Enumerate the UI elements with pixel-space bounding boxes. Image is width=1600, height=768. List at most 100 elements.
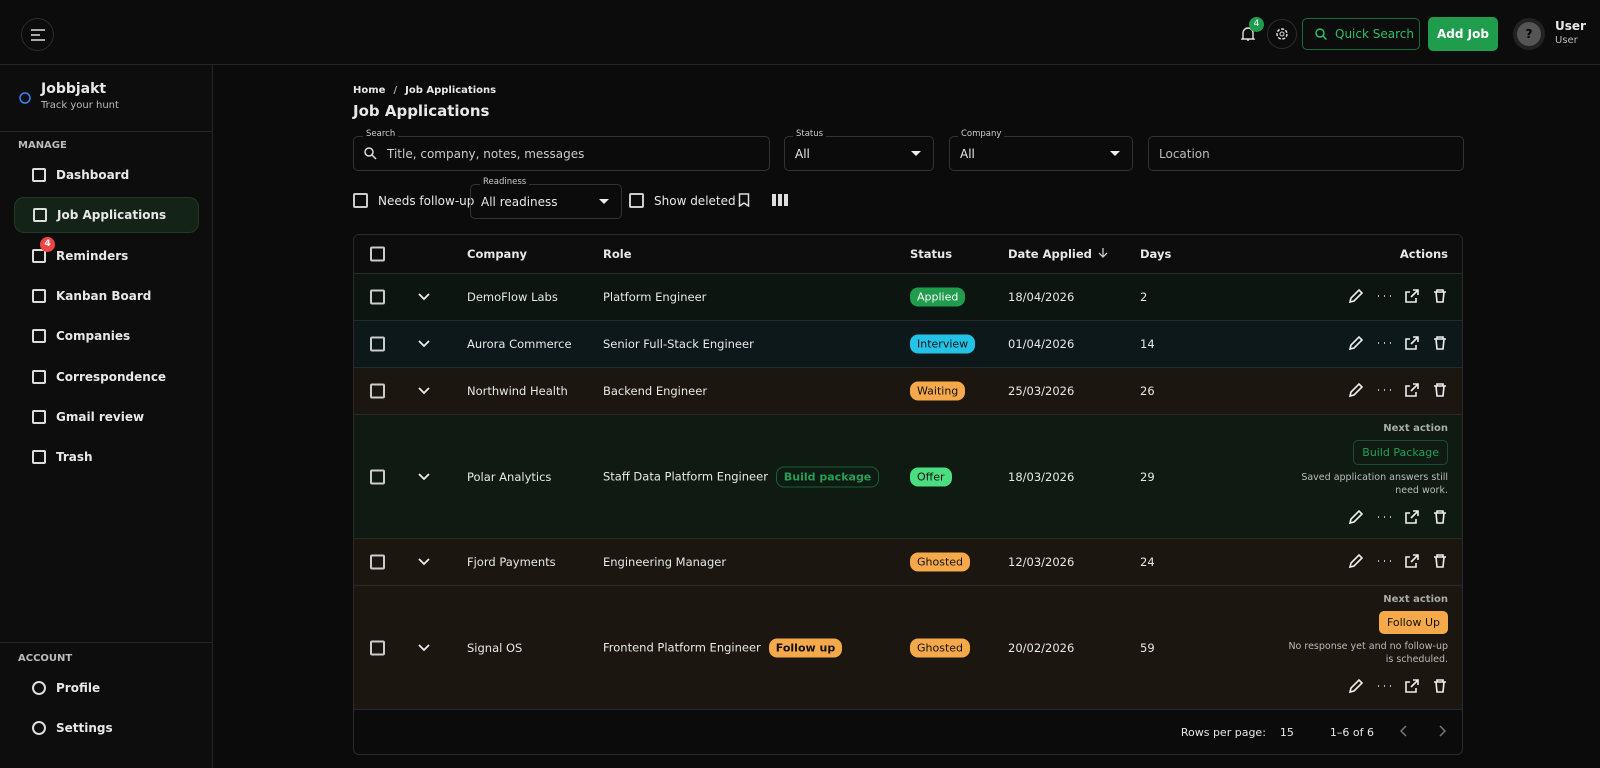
next-action-button[interactable]: Build Package [1353,440,1448,465]
action-button[interactable] [1376,509,1392,525]
nav-icon [32,369,46,384]
next-action-button[interactable]: Follow Up [1378,611,1448,634]
action-button[interactable] [1376,335,1392,351]
checkbox[interactable] [370,554,385,570]
action-button[interactable] [1432,288,1448,304]
date-applied: 20/02/2026 [1008,640,1075,655]
checkbox[interactable] [370,469,385,484]
action-button[interactable] [1432,553,1448,569]
nav-item[interactable]: Dashboard [14,157,199,193]
action-button[interactable] [1376,678,1392,694]
nav-item[interactable]: Profile [14,670,199,706]
row-actions [1348,509,1448,525]
search-field[interactable]: Title, company, notes, messages [353,136,770,171]
action-button[interactable] [1348,553,1364,569]
action-button[interactable] [1432,678,1448,694]
action-button[interactable] [1376,288,1392,304]
action-button[interactable] [1348,509,1364,525]
checkbox[interactable] [370,383,385,399]
checkbox[interactable] [370,336,385,352]
action-button[interactable] [1404,678,1420,694]
field-label: Readiness [480,177,530,187]
field-label: Company [958,129,1005,139]
settings-button[interactable] [1267,19,1297,49]
status-select[interactable]: All [784,136,934,171]
pagination: Rows per page: 15 1–6 of 6 [354,710,1462,754]
quick-search[interactable]: Quick Search [1302,18,1420,50]
prev-page[interactable] [1399,724,1408,740]
expand-button[interactable] [418,337,430,351]
checkbox[interactable] [370,289,385,305]
show-deleted-filter[interactable]: Show deleted [629,193,736,208]
action-button[interactable] [1348,335,1364,351]
checkbox[interactable] [370,640,385,655]
company: Aurora Commerce [467,337,572,351]
actions [1348,382,1448,398]
nav-item[interactable]: Job Applications [14,197,199,234]
icon [1378,295,1391,297]
nav-item[interactable]: Companies [14,318,199,354]
nav-item[interactable]: Settings [14,710,199,746]
expand-button[interactable] [418,641,430,655]
action-button[interactable] [1348,678,1364,694]
action-button[interactable] [1404,335,1420,351]
bookmark-button[interactable] [738,193,750,207]
role: Senior Full-Stack Engineer [603,337,754,351]
expand-button[interactable] [418,290,430,304]
row-actions [1348,553,1448,569]
action-button[interactable] [1376,382,1392,398]
action-button[interactable] [1348,288,1364,304]
nav-label: Settings [56,721,113,736]
checkbox[interactable] [370,246,385,262]
role: Backend Engineer [603,384,707,398]
checkbox[interactable] [629,193,644,208]
icon [1405,679,1419,693]
icon [1348,553,1364,569]
nav-item[interactable]: Gmail review [14,399,199,435]
icon [1405,336,1419,350]
action-button[interactable] [1432,382,1448,398]
rows-per-page[interactable]: 15 [1279,725,1294,739]
company-select[interactable]: All [949,136,1133,171]
action-button[interactable] [1348,382,1364,398]
icon [1434,510,1446,524]
breadcrumb-link[interactable]: Home [353,85,386,96]
notifications[interactable]: 4 [1233,17,1264,49]
reminder-badge: 4 [40,236,55,252]
action-button[interactable] [1404,553,1420,569]
avatar[interactable]: ? [1513,18,1545,50]
row-actions [1348,382,1448,398]
company: DemoFlow Labs [467,290,558,304]
action-button[interactable] [1404,382,1420,398]
expand-button[interactable] [418,470,430,484]
quick-search-text: Quick Search [1335,27,1414,41]
add-job-button[interactable]: Add Job [1428,17,1498,51]
role-text: Senior Full-Stack Engineer [603,337,754,351]
columns-button[interactable] [772,193,788,207]
readiness-select[interactable]: All readiness [470,184,622,219]
action-button[interactable] [1432,335,1448,351]
expand-button[interactable] [418,384,430,398]
nav-item[interactable]: Reminders 4 [14,236,199,274]
select-value: All readiness [481,194,558,209]
action-button[interactable] [1376,553,1392,569]
menu-toggle[interactable] [21,18,54,51]
nav-item[interactable]: Correspondence [14,359,199,395]
action-button[interactable] [1432,509,1448,525]
status-badge: Ghosted [910,552,971,572]
nav-item[interactable]: Kanban Board [14,278,199,314]
action-button[interactable] [1404,288,1420,304]
breadcrumb: Home / Job Applications [353,85,496,96]
nav-item[interactable]: Trash [14,439,199,475]
checkbox[interactable] [353,193,368,208]
days: 24 [1140,555,1155,569]
column-header: Status [910,247,953,261]
next-page[interactable] [1438,724,1447,740]
follow-up-filter[interactable]: Needs follow-up [353,193,474,208]
icon [1378,389,1391,391]
location-placeholder: Location [1159,146,1210,161]
search-icon [1315,28,1327,40]
expand-button[interactable] [418,555,430,569]
action-button[interactable] [1404,509,1420,525]
location-field[interactable]: Location [1148,136,1464,171]
